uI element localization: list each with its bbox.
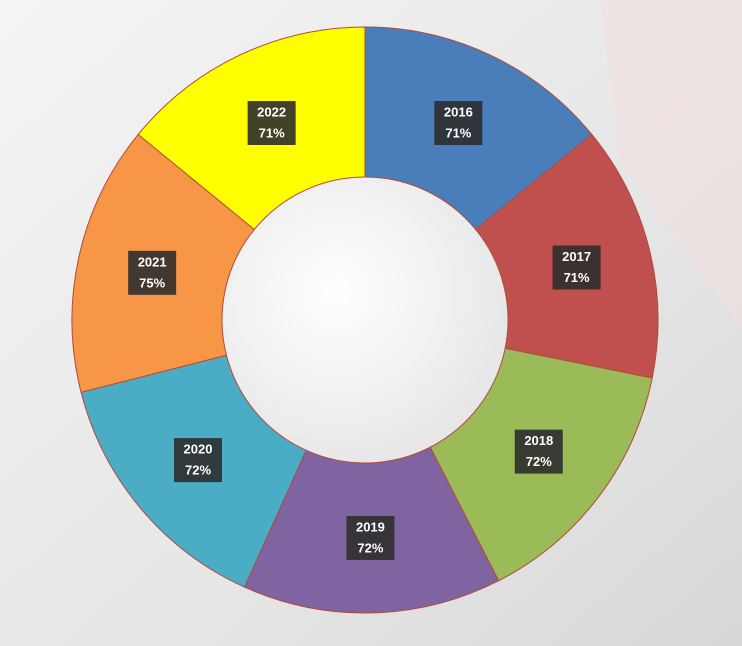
data-label: 71% bbox=[259, 125, 285, 140]
data-label: 72% bbox=[185, 463, 211, 478]
data-label: 71% bbox=[564, 270, 590, 285]
data-label: 72% bbox=[526, 454, 552, 469]
data-label: 75% bbox=[139, 275, 165, 290]
background-shape bbox=[360, 0, 742, 330]
label-box bbox=[346, 515, 395, 560]
label-box bbox=[514, 429, 563, 474]
category-label: 2021 bbox=[138, 254, 167, 269]
label-box bbox=[247, 101, 296, 146]
category-label: 2018 bbox=[524, 433, 553, 448]
data-label: 72% bbox=[357, 540, 383, 555]
category-label: 2019 bbox=[356, 519, 385, 534]
label-box bbox=[128, 250, 177, 295]
category-label: 2020 bbox=[184, 442, 213, 457]
category-label: 2022 bbox=[257, 104, 286, 119]
category-label: 2017 bbox=[562, 249, 591, 264]
donut-hole bbox=[223, 178, 507, 462]
label-box bbox=[174, 438, 223, 483]
data-label: 71% bbox=[445, 125, 471, 140]
label-box bbox=[434, 101, 483, 146]
category-label: 2016 bbox=[444, 104, 473, 119]
label-box bbox=[552, 245, 601, 290]
